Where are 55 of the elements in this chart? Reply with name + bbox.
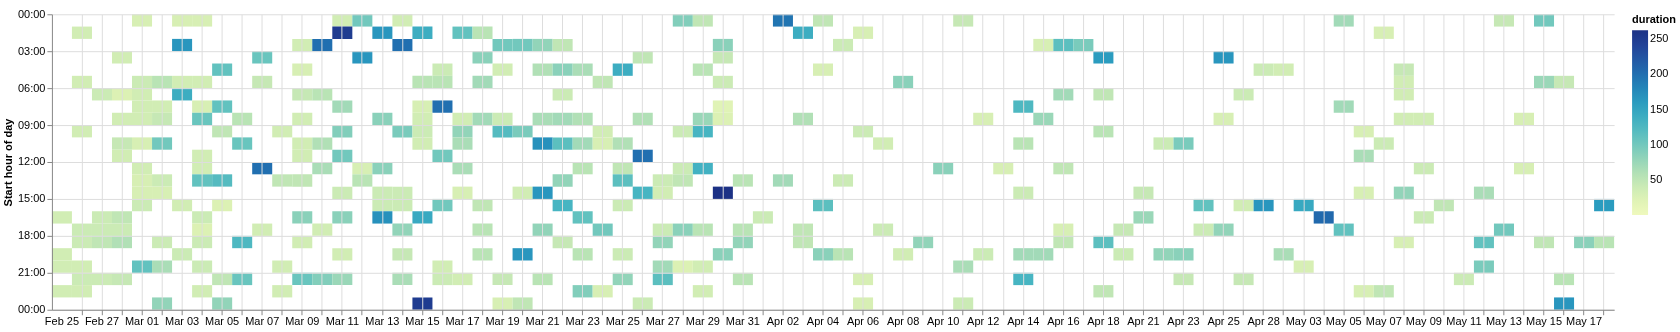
y-tick-label: 06:00 <box>17 81 46 94</box>
x-tick-label: Apr 02 <box>766 314 800 327</box>
x-tick-label: Apr 25 <box>1207 314 1240 327</box>
x-tick-label: Mar 21 <box>525 314 560 327</box>
x-tick-label: Feb 27 <box>84 314 120 327</box>
x-tick-label: May 13 <box>1485 314 1522 327</box>
x-tick-label: Apr 04 <box>806 314 840 327</box>
x-tick-label: Apr 23 <box>1167 314 1200 327</box>
x-tick-label: Mar 19 <box>485 314 520 327</box>
x-tick-label: Apr 28 <box>1247 314 1280 327</box>
x-tick-label: Mar 31 <box>725 314 760 327</box>
x-tick-label: Mar 23 <box>565 314 600 327</box>
x-tick-label: Mar 03 <box>165 314 200 327</box>
y-tick-label: 00:00 <box>17 7 46 20</box>
x-tick-label: Apr 21 <box>1127 314 1160 327</box>
x-tick-label: Mar 27 <box>645 314 680 327</box>
color-bar-title: duration <box>1632 13 1677 26</box>
color-bar-label: 150 <box>1650 102 1669 115</box>
x-tick-label: Apr 12 <box>967 314 1000 327</box>
x-tick-label: Apr 08 <box>886 314 920 327</box>
x-tick-label: Mar 25 <box>605 314 640 327</box>
y-tick-label: 12:00 <box>17 155 46 168</box>
x-tick-label: Apr 10 <box>927 314 960 327</box>
x-tick-label: Mar 05 <box>205 314 240 327</box>
color-bar-label: 250 <box>1650 32 1669 45</box>
x-tick-label: Mar 07 <box>245 314 280 327</box>
x-tick-label: May 03 <box>1285 314 1322 327</box>
x-tick-label: Feb 25 <box>44 314 79 327</box>
x-tick-label: Mar 13 <box>365 314 400 327</box>
x-tick-label: Mar 29 <box>685 314 720 327</box>
x-tick-label: May 09 <box>1405 314 1442 327</box>
x-tick-label: Mar 01 <box>124 314 160 327</box>
color-bar-label: 100 <box>1650 137 1669 150</box>
y-tick-label: 00:00 <box>17 303 46 316</box>
color-bar-label: 200 <box>1650 67 1669 80</box>
x-tick-label: May 15 <box>1526 314 1563 327</box>
y-axis-title: Start hour of day <box>1 117 14 207</box>
x-tick-label: Mar 15 <box>405 314 440 327</box>
x-tick-label: May 05 <box>1325 314 1362 327</box>
x-tick-label: Apr 16 <box>1047 314 1080 327</box>
x-tick-label: Mar 17 <box>445 314 480 327</box>
x-tick-label: Mar 11 <box>325 314 359 327</box>
x-tick-label: May 17 <box>1566 314 1603 327</box>
y-tick-label: 09:00 <box>17 118 46 131</box>
y-tick-label: 21:00 <box>17 266 46 279</box>
x-tick-label: May 07 <box>1365 314 1402 327</box>
y-tick-label: 18:00 <box>17 229 46 242</box>
x-tick-label: Apr 18 <box>1087 314 1120 327</box>
y-tick-label: 03:00 <box>17 44 46 57</box>
color-bar-label: 50 <box>1650 172 1663 185</box>
x-tick-label: Apr 06 <box>846 314 880 327</box>
x-tick-label: Mar 09 <box>285 314 320 327</box>
x-tick-label: May 11 <box>1446 314 1482 327</box>
y-tick-label: 15:00 <box>17 192 46 205</box>
x-tick-label: Apr 14 <box>1007 314 1040 327</box>
